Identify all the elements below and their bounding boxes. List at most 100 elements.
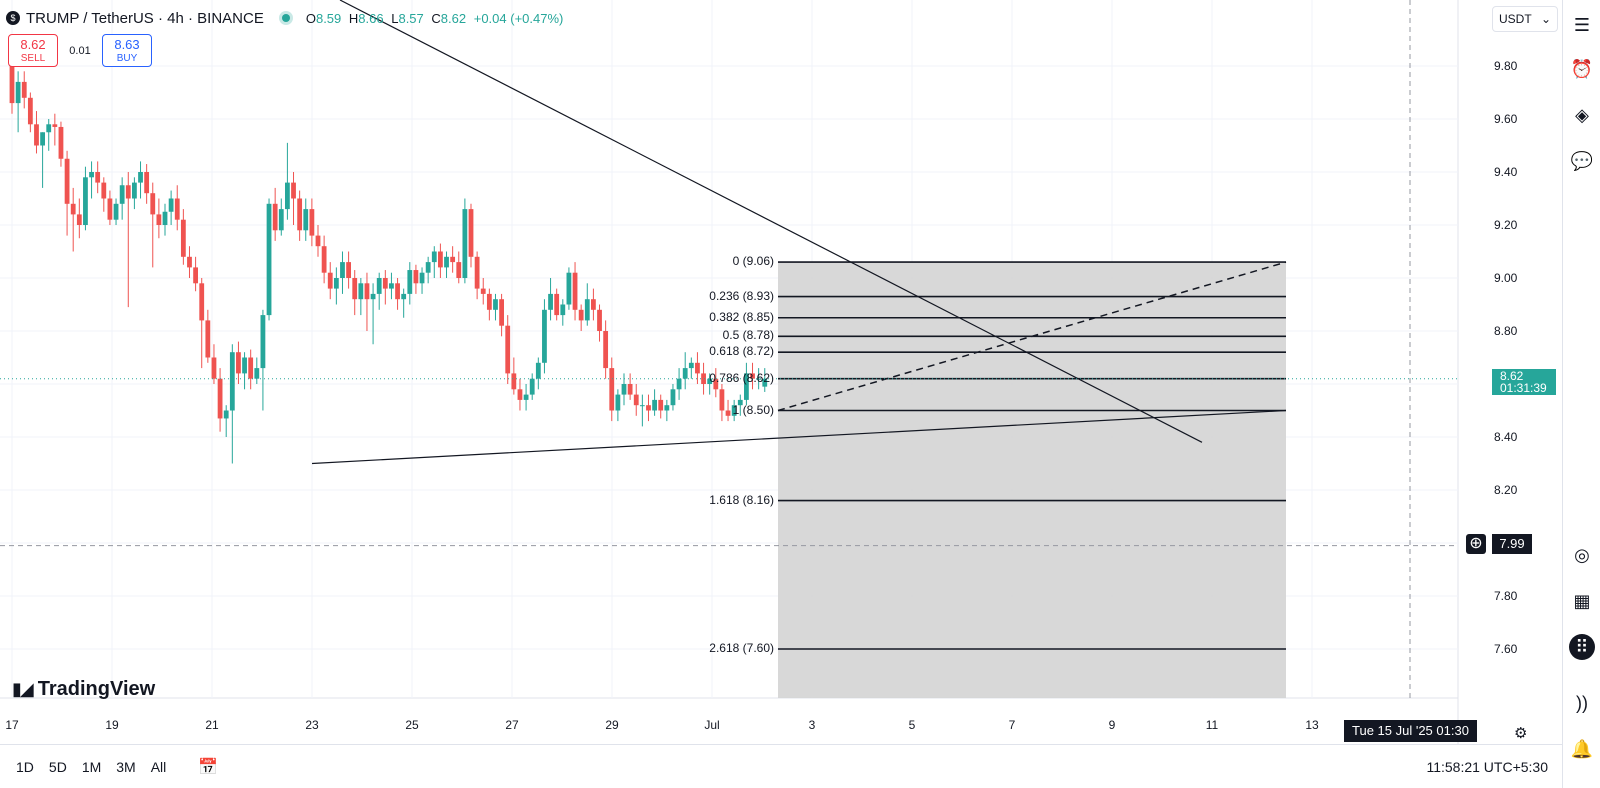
timezone-clock[interactable]: 11:58:21 UTC+5:30 — [1426, 759, 1548, 775]
candle-body — [713, 378, 719, 390]
x-tick-label: 27 — [505, 718, 519, 732]
candle-body — [462, 209, 468, 278]
tradingview-watermark: ▮◢ TradingView — [12, 678, 155, 701]
candle-body — [762, 378, 768, 387]
ohlc-low: 8.57 — [398, 10, 424, 26]
candle-body — [664, 405, 670, 411]
fib-level-label: 0.236 (8.93) — [709, 288, 774, 303]
range-all-button[interactable]: All — [150, 758, 167, 775]
calendar-icon[interactable]: ▦ — [1573, 590, 1591, 611]
candle-body — [737, 399, 743, 406]
ohlc-high: 8.66 — [358, 10, 384, 26]
ohlc-close-label: C — [431, 10, 441, 26]
candle-body — [499, 299, 504, 326]
ohlc-open: 8.59 — [315, 10, 342, 26]
candle-body — [119, 185, 125, 204]
candle-body — [125, 185, 131, 199]
x-tick-label: 7 — [1008, 718, 1016, 732]
candle-body — [627, 384, 633, 395]
range-3m-button[interactable]: 3M — [116, 758, 136, 775]
candle-body — [315, 235, 321, 247]
candle-body — [107, 198, 113, 220]
ohlc-legend: O8.59 H8.66 L8.57 C8.62 +0.04 (+0.47%) — [306, 11, 568, 26]
watchlist-icon[interactable]: ☰ — [1573, 14, 1591, 35]
candle-body — [229, 352, 235, 411]
candle-body — [370, 293, 376, 300]
ohlc-low-label: L — [391, 10, 399, 26]
candle-body — [682, 368, 688, 379]
candle-body — [327, 272, 333, 289]
chart-settings-icon[interactable]: ⚙ — [1514, 725, 1528, 742]
candle-body — [309, 209, 315, 236]
buy-button[interactable]: 8.63 BUY — [102, 34, 152, 67]
y-tick-label: 9.00 — [1494, 271, 1518, 285]
candle-body — [113, 203, 119, 220]
ascending-support-line — [311, 409, 1287, 465]
ohlc-change: +0.04 (+0.47%) — [473, 10, 564, 26]
candle-body — [266, 203, 272, 316]
buy-label: BUY — [116, 53, 138, 64]
chart-canvas[interactable] — [0, 0, 1562, 744]
market-open-icon — [281, 14, 290, 22]
candle-body — [162, 211, 168, 225]
currency-select[interactable]: USDT ⌄ — [1492, 6, 1558, 32]
candle-body — [285, 182, 290, 210]
candle-body — [242, 357, 247, 374]
candle-body — [444, 256, 449, 268]
candle-body — [535, 362, 541, 379]
candle-body — [407, 270, 413, 294]
current-price-tag: 8.62 01:31:39 — [1492, 369, 1556, 395]
x-tick-label: 5 — [908, 718, 916, 732]
crosshair-price-tag: 7.99 — [1492, 534, 1532, 554]
candle-body — [603, 331, 609, 369]
trade-panel: 8.62 SELL 0.01 8.63 BUY — [8, 34, 152, 67]
chat-icon[interactable]: 💬 — [1570, 150, 1594, 171]
range-1m-button[interactable]: 1M — [81, 758, 102, 775]
range-5d-button[interactable]: 5D — [48, 758, 67, 775]
x-tick-label: Jul — [704, 718, 720, 732]
candle-body — [591, 299, 596, 310]
y-tick-label: 7.60 — [1494, 642, 1518, 656]
candle-body — [9, 50, 15, 104]
y-tick-label: 8.20 — [1494, 483, 1518, 497]
layers-icon[interactable]: ◈ — [1575, 104, 1589, 125]
candle-body — [676, 378, 682, 390]
target-icon[interactable]: ◎ — [1574, 544, 1590, 565]
fib-level-label: 0.5 (8.78) — [722, 328, 774, 343]
candle-body — [156, 214, 162, 225]
range-1d-button[interactable]: 1D — [16, 758, 34, 775]
candle-body — [389, 283, 394, 289]
candle-body — [658, 399, 664, 411]
broadcast-icon[interactable]: )) — [1576, 692, 1588, 713]
candle-body — [83, 177, 88, 225]
apps-grid-icon[interactable]: ⠿ — [1569, 634, 1595, 660]
candle-body — [187, 256, 192, 268]
candle-body — [486, 293, 492, 310]
candle-body — [272, 203, 278, 231]
candle-body — [89, 172, 94, 178]
bell-icon[interactable]: 🔔 — [1570, 738, 1594, 759]
fib-trend-dashed-line — [777, 261, 1287, 412]
bar-countdown: 01:31:39 — [1500, 381, 1547, 395]
sell-button[interactable]: 8.62 SELL — [8, 34, 58, 67]
currency-value: USDT — [1499, 12, 1532, 26]
candle-body — [278, 209, 284, 231]
ohlc-high-label: H — [348, 10, 359, 26]
candle-body — [333, 278, 339, 289]
symbol-title[interactable]: TRUMP / TetherUS · 4h · BINANCE — [26, 9, 264, 27]
right-toolbar: ☰ ⏰ ◈ 💬 ◎ ▦ ⠿ )) 🔔 — [1562, 0, 1600, 788]
x-tick-label: 9 — [1108, 718, 1116, 732]
candle-body — [27, 97, 33, 125]
candle-body — [34, 124, 39, 146]
candle-body — [701, 373, 706, 384]
date-range-calendar-icon[interactable]: 📅 — [198, 758, 219, 776]
candle-body — [64, 158, 70, 204]
alarm-clock-icon[interactable]: ⏰ — [1570, 58, 1594, 79]
add-alert-plus-icon[interactable]: ⊕ — [1466, 534, 1486, 554]
y-tick-label: 9.20 — [1494, 218, 1518, 232]
spread-value: 0.01 — [69, 44, 91, 57]
candle-body — [578, 309, 584, 321]
fib-level-label: 2.618 (7.60) — [709, 641, 774, 655]
candle-body — [438, 251, 443, 268]
